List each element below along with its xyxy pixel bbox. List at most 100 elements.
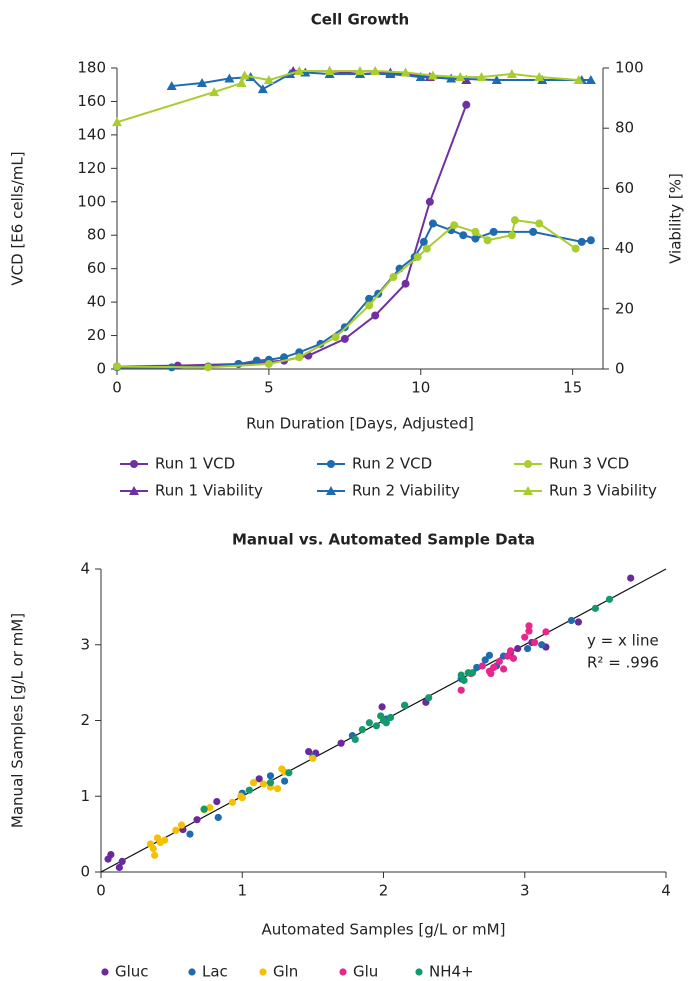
y-tick-label: 100 bbox=[77, 192, 106, 210]
point bbox=[294, 66, 305, 76]
series-line bbox=[116, 219, 577, 369]
point bbox=[401, 701, 409, 709]
point bbox=[186, 830, 194, 838]
legend-label: Run 2 VCD bbox=[352, 455, 432, 473]
y-tick-label: 1 bbox=[80, 787, 90, 805]
x-axis-label: Run Duration [Days, Adjusted] bbox=[246, 415, 474, 433]
point bbox=[252, 356, 261, 365]
point bbox=[149, 844, 157, 853]
point bbox=[372, 722, 381, 730]
point bbox=[459, 231, 468, 240]
point bbox=[529, 227, 538, 236]
point bbox=[521, 633, 529, 641]
x-tick-label: 15 bbox=[563, 379, 582, 397]
point bbox=[255, 775, 263, 783]
point bbox=[236, 78, 247, 88]
legend-marker bbox=[188, 968, 196, 976]
y2-tick-label: 0 bbox=[615, 360, 625, 378]
legend-label: Lac bbox=[202, 963, 228, 981]
legend-marker bbox=[523, 486, 533, 495]
point bbox=[239, 70, 250, 80]
x-axis-label: Automated Samples [g/L or mM] bbox=[262, 921, 506, 939]
point bbox=[586, 236, 595, 245]
point bbox=[264, 359, 273, 368]
y-tick-label: 0 bbox=[96, 360, 106, 378]
legend-label: Run 1 VCD bbox=[155, 455, 235, 473]
x-tick-label: 1 bbox=[237, 882, 247, 900]
x-tick-label: 0 bbox=[112, 379, 122, 397]
x-tick-label: 2 bbox=[379, 882, 389, 900]
y2-tick-label: 60 bbox=[615, 179, 634, 197]
point bbox=[489, 227, 498, 236]
point bbox=[506, 69, 517, 79]
legend-label: Gluc bbox=[115, 963, 149, 981]
point bbox=[483, 236, 492, 245]
point bbox=[370, 66, 381, 76]
point bbox=[509, 654, 518, 662]
point bbox=[446, 73, 457, 83]
point bbox=[365, 301, 374, 310]
point bbox=[115, 863, 123, 872]
series-line bbox=[117, 222, 592, 369]
chart-title: Cell Growth bbox=[311, 11, 409, 29]
point bbox=[450, 221, 459, 230]
x-tick-label: 4 bbox=[661, 882, 671, 900]
legend-label: Glu bbox=[353, 963, 378, 981]
point bbox=[495, 657, 503, 666]
x-tick-label: 5 bbox=[264, 379, 274, 397]
point bbox=[415, 72, 426, 82]
point bbox=[425, 694, 433, 702]
x-tick-label: 3 bbox=[520, 882, 530, 900]
y-tick-label: 60 bbox=[87, 259, 106, 277]
point bbox=[177, 821, 186, 829]
point bbox=[324, 66, 335, 76]
point bbox=[200, 805, 208, 813]
y2-tick-label: 40 bbox=[615, 239, 634, 257]
point bbox=[389, 273, 398, 282]
point bbox=[365, 719, 373, 727]
point bbox=[224, 73, 235, 83]
point bbox=[214, 813, 222, 822]
y-tick-label: 120 bbox=[77, 159, 106, 177]
chart-title: Manual vs. Automated Sample Data bbox=[232, 531, 535, 549]
point bbox=[273, 785, 282, 793]
legend-marker bbox=[326, 486, 336, 495]
series-line bbox=[116, 70, 579, 124]
point bbox=[285, 769, 293, 777]
point bbox=[499, 665, 508, 673]
legend-label: Run 2 Viability bbox=[352, 482, 460, 500]
point bbox=[281, 777, 289, 785]
point bbox=[172, 826, 180, 834]
point bbox=[337, 739, 345, 747]
point bbox=[478, 662, 486, 670]
point bbox=[476, 72, 487, 82]
point bbox=[259, 780, 268, 788]
y2-axis-label: Viability [%] bbox=[667, 173, 685, 264]
point bbox=[107, 850, 115, 859]
point bbox=[523, 644, 532, 653]
y2-tick-label: 20 bbox=[615, 299, 634, 317]
point bbox=[266, 772, 275, 780]
annotation: y = x line bbox=[587, 632, 659, 650]
legend-marker bbox=[524, 460, 532, 468]
point bbox=[531, 638, 539, 647]
legend-marker bbox=[259, 968, 267, 976]
point bbox=[490, 663, 498, 672]
point bbox=[471, 234, 480, 243]
point bbox=[534, 72, 545, 82]
point bbox=[257, 84, 268, 94]
y-tick-label: 4 bbox=[80, 560, 90, 578]
point bbox=[485, 651, 494, 659]
point bbox=[455, 72, 466, 82]
legend-label: NH4+ bbox=[429, 963, 474, 981]
point bbox=[591, 604, 599, 612]
point bbox=[358, 725, 366, 734]
point bbox=[413, 252, 422, 261]
point bbox=[481, 656, 489, 664]
point bbox=[118, 857, 126, 865]
point bbox=[425, 197, 434, 206]
point bbox=[160, 836, 169, 844]
series-line bbox=[171, 71, 591, 91]
point bbox=[209, 87, 220, 97]
point bbox=[507, 231, 516, 240]
